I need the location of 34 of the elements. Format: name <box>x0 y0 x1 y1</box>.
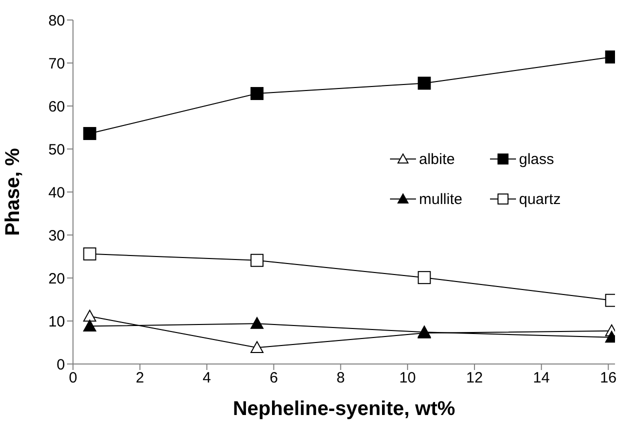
point <box>250 87 264 100</box>
point <box>250 317 264 329</box>
legend-label: glass <box>519 150 554 168</box>
x-tick-label: 16 <box>600 370 617 387</box>
point <box>83 320 96 332</box>
x-tick-label: 8 <box>336 370 345 387</box>
point <box>83 127 96 140</box>
x-tick-label: 4 <box>202 370 211 387</box>
y-tick-label: 20 <box>48 270 65 288</box>
x-tick-label: 0 <box>68 370 78 387</box>
y-tick-label: 60 <box>48 98 65 116</box>
point <box>250 341 264 353</box>
y-axis-title: Phase, % <box>2 148 24 236</box>
y-tick-label: 30 <box>48 227 65 244</box>
x-tick-label: 10 <box>399 370 416 387</box>
y-tick-label: 70 <box>48 55 65 72</box>
x-tick-label: 2 <box>136 370 144 387</box>
point <box>83 247 96 260</box>
x-tick-label: 6 <box>270 370 278 387</box>
x-axis-title: Nepheline-syenite, wt% <box>232 398 456 420</box>
point <box>418 76 431 90</box>
y-tick-label: 40 <box>48 184 65 202</box>
y-tick-label: 10 <box>48 313 65 330</box>
x-tick-label: 12 <box>466 370 483 387</box>
point <box>83 310 96 322</box>
point <box>418 271 431 284</box>
x-tick-label: 14 <box>533 370 550 387</box>
y-tick-label: 0 <box>56 356 65 374</box>
legend-label: albite <box>419 150 455 168</box>
y-tick-label: 80 <box>48 12 65 30</box>
y-tick-label: 50 <box>48 141 65 158</box>
point <box>250 254 264 267</box>
legend-label: quartz <box>519 190 561 208</box>
legend-label: mullite <box>419 190 462 208</box>
